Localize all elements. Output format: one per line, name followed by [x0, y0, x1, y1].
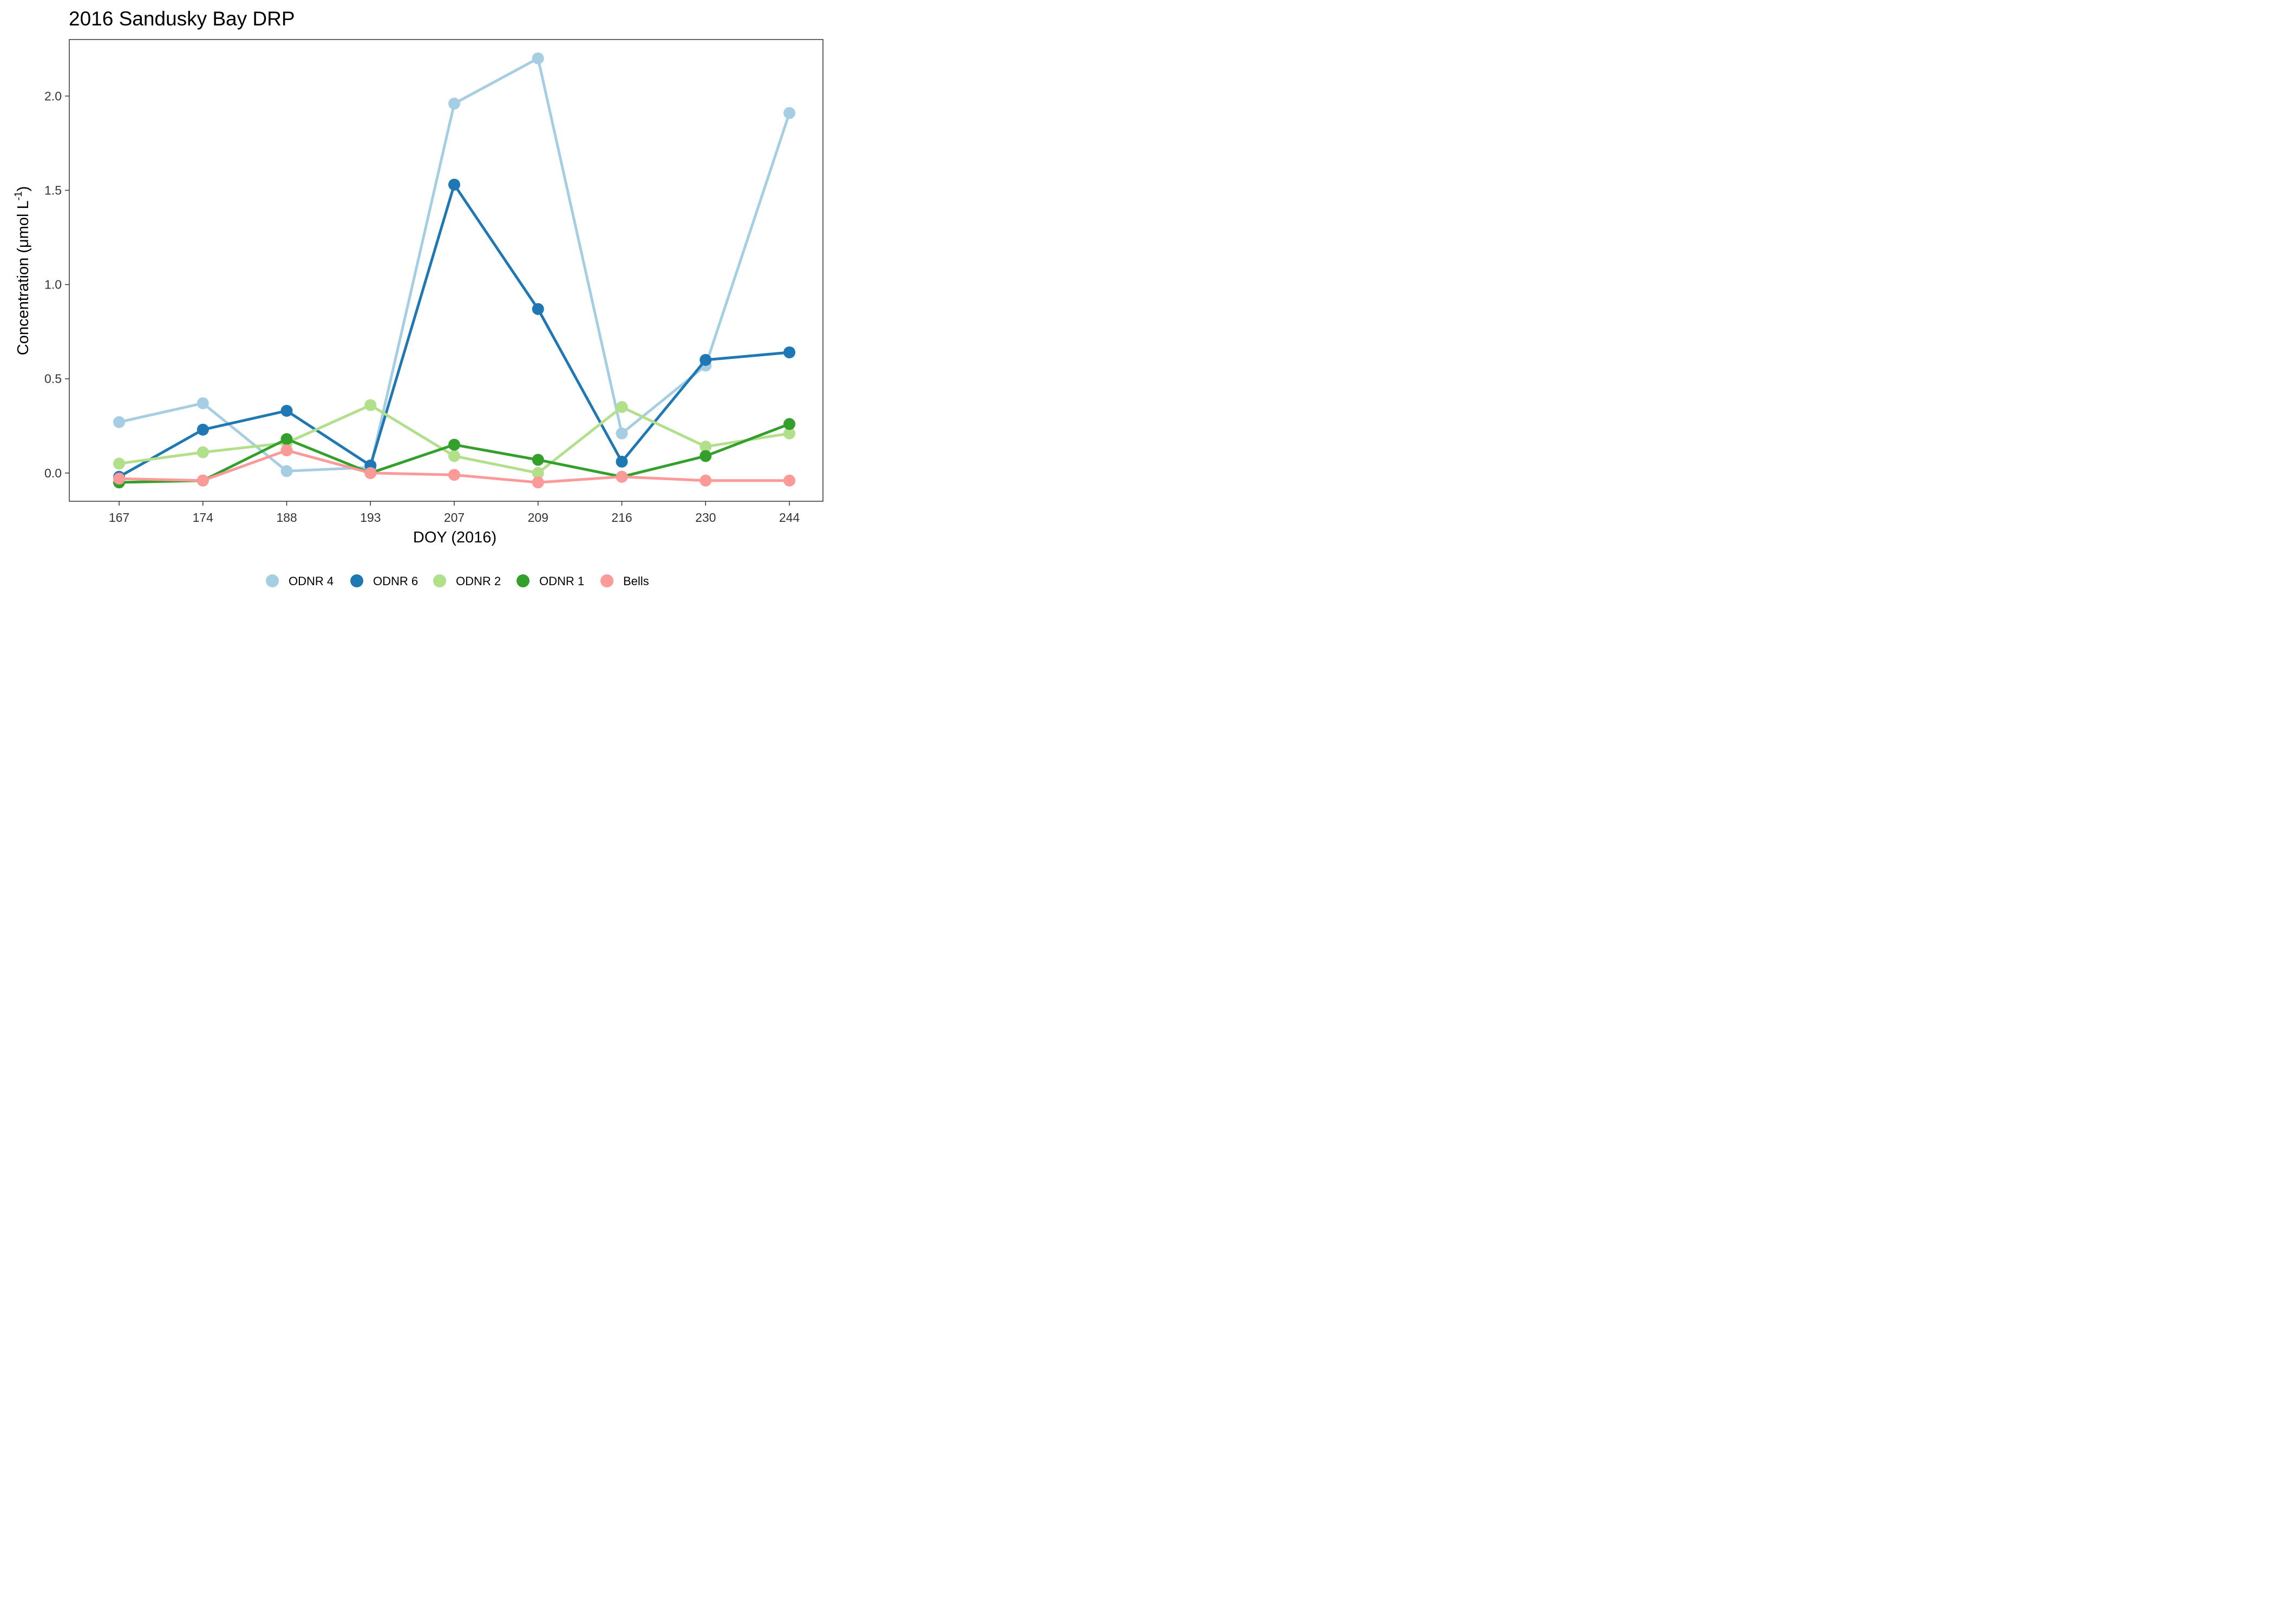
- legend-item: ODNR 6: [350, 574, 418, 588]
- data-point: [783, 346, 795, 358]
- data-point: [448, 450, 460, 462]
- x-axis: 167 174 188 193 207 209 216 230 244: [109, 501, 800, 525]
- x-tick-label: 216: [611, 510, 632, 525]
- y-tick-label: 1.0: [44, 278, 62, 292]
- data-point: [616, 455, 628, 468]
- data-point: [532, 476, 544, 489]
- legend-item: ODNR 1: [517, 574, 584, 588]
- x-tick-label: 174: [193, 510, 214, 525]
- data-point: [616, 470, 628, 483]
- x-axis-title: DOY (2016): [413, 529, 496, 546]
- y-tick-label: 0.0: [44, 466, 62, 480]
- data-point: [280, 444, 293, 456]
- data-point: [700, 450, 712, 462]
- data-point: [364, 399, 377, 411]
- legend-label: ODNR 2: [456, 574, 501, 588]
- y-axis-title: Concentration (μmol L-1): [13, 186, 32, 355]
- data-point: [448, 179, 460, 191]
- data-point: [783, 427, 795, 440]
- x-tick-label: 244: [779, 510, 800, 525]
- legend-label: ODNR 1: [539, 574, 584, 588]
- data-point: [783, 418, 795, 430]
- plot-panel: [69, 39, 824, 502]
- legend-label: ODNR 6: [373, 574, 418, 588]
- data-point: [448, 469, 460, 481]
- data-point: [616, 401, 628, 413]
- chart-title: 2016 Sandusky Bay DRP: [69, 8, 295, 30]
- y-tick-label: 0.5: [44, 372, 62, 386]
- legend-key: [350, 574, 363, 587]
- x-tick-label: 207: [444, 510, 465, 525]
- data-point: [700, 474, 712, 487]
- data-point: [197, 474, 209, 487]
- data-point: [197, 446, 209, 459]
- y-axis: 0.0 0.5 1.0 1.5 2.0: [44, 89, 69, 480]
- data-point: [280, 465, 293, 477]
- data-point: [532, 52, 544, 64]
- y-tick-label: 2.0: [44, 89, 62, 103]
- x-tick-label: 167: [109, 510, 129, 525]
- legend-item: ODNR 2: [433, 574, 501, 588]
- data-point: [364, 467, 377, 479]
- x-tick-label: 188: [276, 510, 297, 525]
- series-bells: [113, 444, 795, 489]
- y-axis-title-close: ): [15, 186, 32, 192]
- legend-item: ODNR 4: [266, 574, 334, 588]
- data-point: [197, 423, 209, 436]
- x-tick-label: 209: [528, 510, 548, 525]
- data-point: [280, 404, 293, 417]
- series-layer: [113, 52, 795, 489]
- y-axis-title-superscript: -1: [13, 191, 24, 200]
- data-point: [700, 353, 712, 366]
- data-point: [532, 467, 544, 479]
- legend-key: [600, 574, 613, 587]
- series-odnr-4: [113, 52, 795, 477]
- data-point: [448, 97, 460, 110]
- data-point: [113, 473, 125, 485]
- legend-item: Bells: [600, 574, 649, 588]
- legend-key: [433, 574, 446, 587]
- y-axis-title-main: Concentration (μmol L: [15, 200, 32, 355]
- legend-label: Bells: [623, 574, 649, 588]
- data-point: [616, 427, 628, 440]
- data-point: [197, 397, 209, 409]
- data-point: [113, 457, 125, 470]
- data-point: [532, 454, 544, 466]
- data-point: [280, 433, 293, 446]
- y-tick-label: 1.5: [44, 184, 62, 198]
- legend-key: [517, 574, 530, 587]
- data-point: [532, 303, 544, 315]
- x-tick-label: 230: [695, 510, 716, 525]
- data-point: [783, 474, 795, 487]
- legend-key: [266, 574, 279, 587]
- x-tick-label: 193: [360, 510, 381, 525]
- data-point: [783, 107, 795, 119]
- series-odnr-6: [113, 179, 795, 483]
- data-point: [448, 438, 460, 451]
- legend-label: ODNR 4: [289, 574, 334, 588]
- data-point: [700, 441, 712, 453]
- legend: ODNR 4 ODNR 6 ODNR 2 ODNR 1 Bells: [266, 574, 649, 588]
- line-chart: 2016 Sandusky Bay DRP 0.0 0.5 1.0 1.5 2.0 16…: [13, 8, 824, 588]
- data-point: [113, 416, 125, 428]
